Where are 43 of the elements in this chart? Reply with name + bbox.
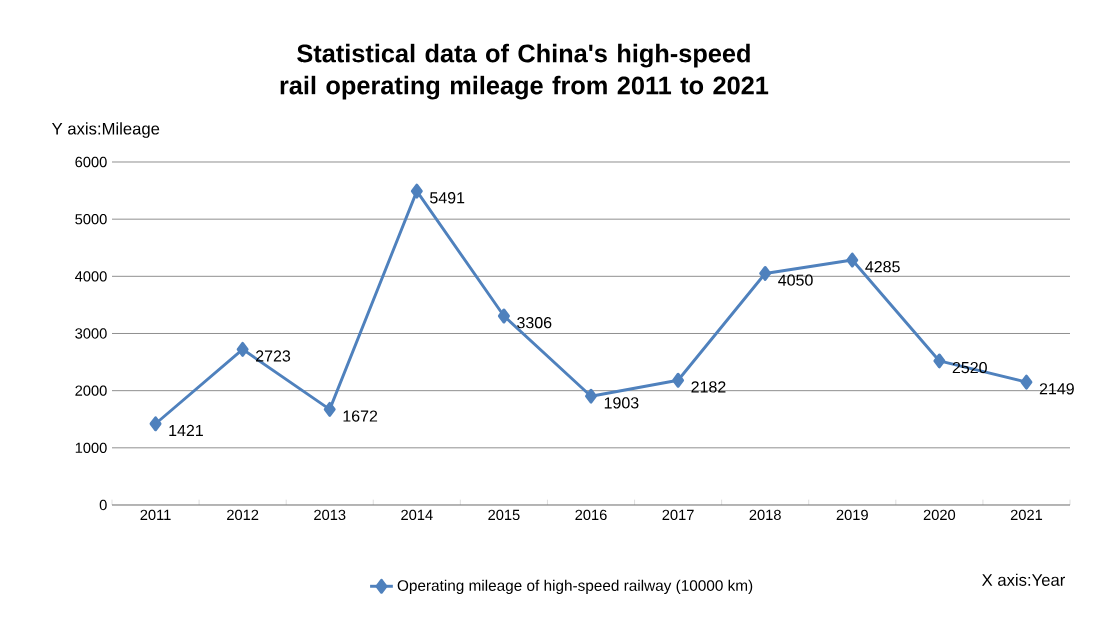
x-tick-label: 2017 bbox=[662, 509, 694, 521]
point bbox=[236, 341, 249, 357]
y-tick-label: 5000 bbox=[75, 213, 107, 225]
point bbox=[323, 401, 336, 417]
point bbox=[585, 388, 597, 404]
data-label: 1672 bbox=[343, 410, 378, 422]
point bbox=[149, 416, 162, 432]
x-tick-label: 2011 bbox=[140, 509, 171, 521]
data-label: 4285 bbox=[865, 261, 900, 273]
data-label: 5491 bbox=[430, 192, 465, 204]
point bbox=[672, 372, 685, 388]
data-label: 4050 bbox=[778, 274, 813, 286]
chart-title: Statistical data of China's high-speed rail operating mileage from 2011 to 2021 bbox=[280, 43, 769, 100]
x-axis-title: X axis:Year bbox=[981, 573, 1066, 586]
x-tick-label: 2013 bbox=[314, 509, 346, 521]
y-tick-label: 0 bbox=[99, 499, 107, 511]
data-label: 1903 bbox=[604, 397, 639, 409]
y-axis-title: Y axis:Mileage bbox=[51, 122, 160, 138]
y-tick-label: 3000 bbox=[75, 328, 107, 339]
legend-label: Operating mileage of high-speed railway (10000 km) bbox=[397, 579, 753, 595]
x-tick-label: 2019 bbox=[836, 509, 868, 521]
point bbox=[846, 252, 859, 268]
data-label: 2149 bbox=[1039, 383, 1074, 395]
x-tick-label: 2014 bbox=[401, 509, 433, 521]
point bbox=[410, 183, 423, 199]
point bbox=[933, 353, 946, 369]
data-label: 3306 bbox=[517, 317, 552, 329]
data-label: 2182 bbox=[691, 381, 726, 393]
x-tick-label: 2021 bbox=[1010, 509, 1043, 521]
point bbox=[1020, 374, 1033, 390]
x-tick-label: 2020 bbox=[923, 509, 956, 521]
y-tick-label: 4000 bbox=[75, 271, 107, 282]
point bbox=[497, 308, 510, 324]
x-tick-label: 2016 bbox=[575, 509, 607, 521]
point bbox=[759, 266, 772, 281]
data-label: 2723 bbox=[256, 350, 291, 362]
y-tick-label: 6000 bbox=[75, 156, 107, 168]
y-tick-label: 2000 bbox=[75, 385, 107, 396]
x-tick-label: 2015 bbox=[488, 509, 520, 521]
y-tick-label: 1000 bbox=[75, 442, 107, 454]
data-label: 1421 bbox=[169, 424, 203, 437]
x-tick-label: 2012 bbox=[227, 509, 259, 521]
x-tick-label: 2018 bbox=[749, 509, 781, 521]
